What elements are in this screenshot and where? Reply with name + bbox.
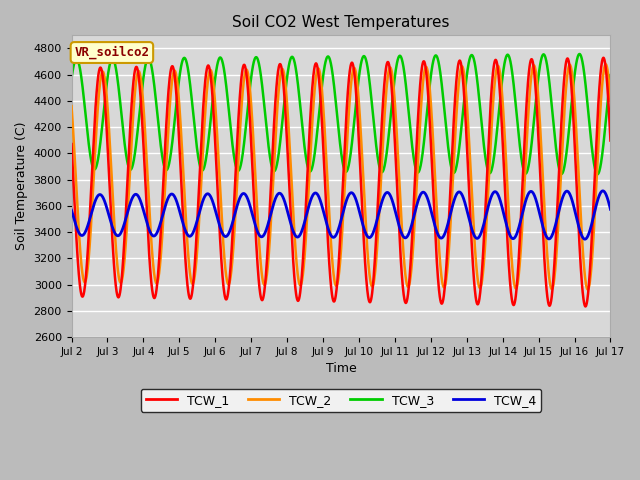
Legend: TCW_1, TCW_2, TCW_3, TCW_4: TCW_1, TCW_2, TCW_3, TCW_4 xyxy=(141,389,541,412)
Y-axis label: Soil Temperature (C): Soil Temperature (C) xyxy=(15,122,28,251)
X-axis label: Time: Time xyxy=(326,362,356,375)
Title: Soil CO2 West Temperatures: Soil CO2 West Temperatures xyxy=(232,15,450,30)
Text: VR_soilco2: VR_soilco2 xyxy=(74,46,149,59)
